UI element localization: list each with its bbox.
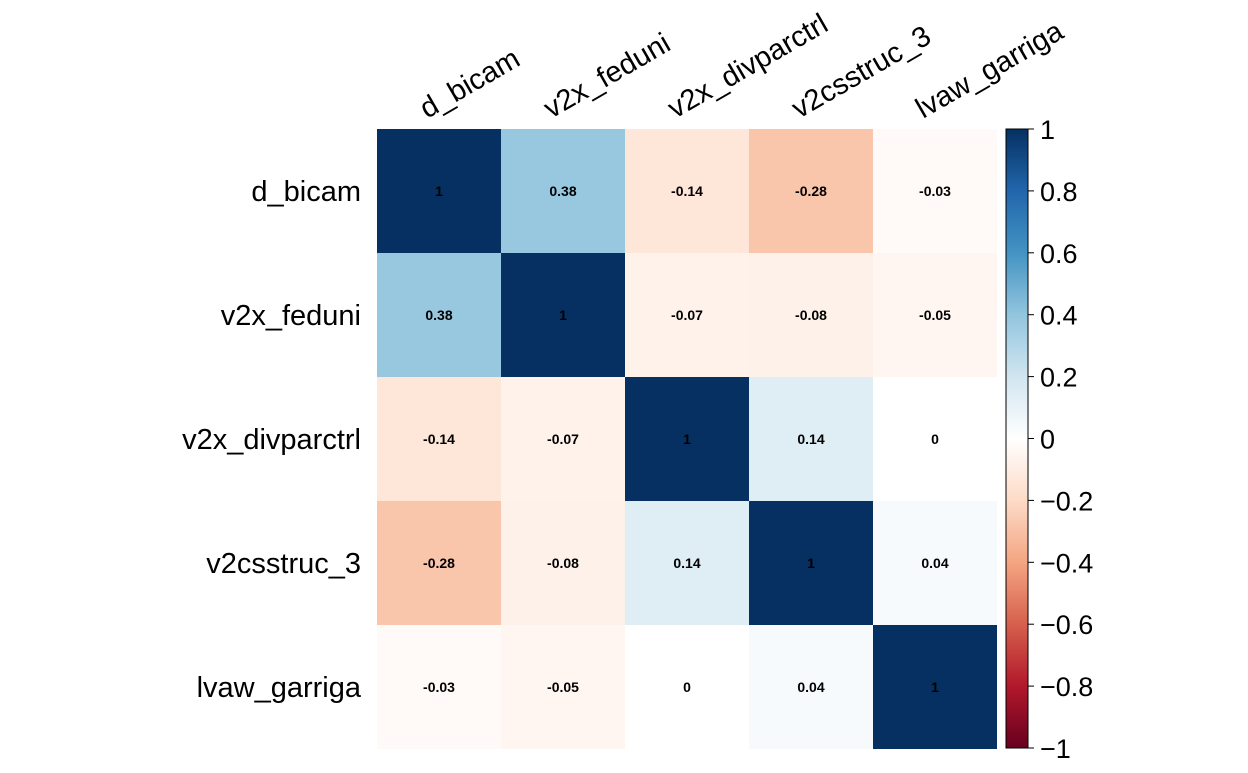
cell-labels-layer: 1 0.38 -0.14 -0.28 -0.03 0.38 1 -0.07 -0.08 -0.05… bbox=[423, 183, 951, 695]
cell-value-label: -0.28 bbox=[423, 555, 455, 571]
cell-value-label: -0.14 bbox=[671, 183, 703, 199]
heatmap-cell bbox=[625, 377, 749, 501]
colorbar-tick-label: −0.2 bbox=[1040, 486, 1093, 516]
colorbar: 1 0.8 0.6 0.4 0.2 0 −0.2 −0.4 −0.6 −0.8 −1 bbox=[1005, 115, 1093, 764]
colorbar-tick-label: 0 bbox=[1040, 425, 1055, 455]
cell-value-label: 0.38 bbox=[549, 183, 576, 199]
heatmap-cell bbox=[501, 377, 625, 501]
heatmap-cell bbox=[749, 253, 873, 377]
heatmap-cell bbox=[501, 129, 625, 253]
row-label: lvaw_garriga bbox=[197, 672, 362, 704]
heatmap-cell bbox=[625, 625, 749, 749]
heatmap-cell bbox=[377, 253, 501, 377]
column-labels-layer: d_bicam v2x_feduniv2x_divparctrlv2csstruc… bbox=[415, 8, 1070, 125]
cell-value-label: 0.14 bbox=[673, 555, 700, 571]
colorbar-tick-label: −0.6 bbox=[1040, 610, 1093, 640]
cell-value-label: -0.08 bbox=[547, 555, 579, 571]
heatmap-cell bbox=[625, 501, 749, 625]
colorbar-gradient bbox=[1005, 128, 1029, 749]
cell-value-label: 0.14 bbox=[797, 431, 824, 447]
cell-value-label: 0.38 bbox=[425, 307, 452, 323]
heatmap-cell bbox=[749, 501, 873, 625]
cell-value-label: -0.05 bbox=[547, 679, 579, 695]
row-label: v2csstruc_3 bbox=[206, 548, 361, 580]
cell-value-label: 0 bbox=[931, 431, 939, 447]
row-label: d_bicam bbox=[251, 176, 361, 208]
cells-layer bbox=[377, 129, 997, 749]
column-label: lvaw_garriga bbox=[911, 15, 1070, 125]
cell-value-label: -0.07 bbox=[547, 431, 579, 447]
heatmap-cell bbox=[749, 625, 873, 749]
heatmap-cell bbox=[749, 377, 873, 501]
row-label: v2x_divparctrl bbox=[182, 424, 361, 456]
colorbar-tick-label: 1 bbox=[1040, 115, 1055, 145]
cell-value-label: 0.04 bbox=[921, 555, 948, 571]
heatmap-cell bbox=[625, 253, 749, 377]
column-label: v2x_feduni bbox=[539, 27, 676, 125]
heatmap-cell bbox=[377, 625, 501, 749]
cell-value-label: -0.14 bbox=[423, 431, 455, 447]
cell-value-label: -0.05 bbox=[919, 307, 951, 323]
colorbar-tick-label: 0.8 bbox=[1040, 177, 1078, 207]
cell-value-label: 1 bbox=[931, 679, 939, 695]
heatmap-cell bbox=[873, 253, 997, 377]
colorbar-tick-label: 0.6 bbox=[1040, 239, 1078, 269]
heatmap-cell bbox=[501, 253, 625, 377]
colorbar-tick-label: 0.4 bbox=[1040, 301, 1078, 331]
heatmap-cell bbox=[749, 129, 873, 253]
heatmap-cell bbox=[873, 625, 997, 749]
heatmap-cell bbox=[377, 129, 501, 253]
colorbar-tick-label: 0.2 bbox=[1040, 363, 1078, 393]
cell-value-label: -0.08 bbox=[795, 307, 827, 323]
cell-value-label: 1 bbox=[559, 307, 567, 323]
colorbar-tick-label: −1 bbox=[1040, 734, 1071, 764]
cell-value-label: -0.28 bbox=[795, 183, 827, 199]
cell-value-label: 1 bbox=[683, 431, 691, 447]
row-labels-layer: d_bicam v2x_feduni v2x_divparctrl v2csstruc… bbox=[182, 176, 362, 704]
cell-value-label: -0.07 bbox=[671, 307, 703, 323]
heatmap-cell bbox=[501, 501, 625, 625]
heatmap-cell bbox=[377, 501, 501, 625]
colorbar-tick-label: −0.4 bbox=[1040, 548, 1093, 578]
cell-value-label: 1 bbox=[435, 183, 443, 199]
heatmap-cell bbox=[873, 129, 997, 253]
cell-value-label: 0.04 bbox=[797, 679, 824, 695]
cell-value-label: 1 bbox=[807, 555, 815, 571]
cell-value-label: 0 bbox=[683, 679, 691, 695]
column-label: d_bicam bbox=[415, 43, 526, 126]
cell-value-label: -0.03 bbox=[919, 183, 951, 199]
heatmap-cell bbox=[873, 377, 997, 501]
heatmap-cell bbox=[873, 501, 997, 625]
heatmap-cell bbox=[377, 377, 501, 501]
cell-value-label: -0.03 bbox=[423, 679, 455, 695]
row-label: v2x_feduni bbox=[221, 300, 361, 332]
heatmap-cell bbox=[625, 129, 749, 253]
heatmap-cell bbox=[501, 625, 625, 749]
colorbar-tick-label: −0.8 bbox=[1040, 672, 1093, 702]
